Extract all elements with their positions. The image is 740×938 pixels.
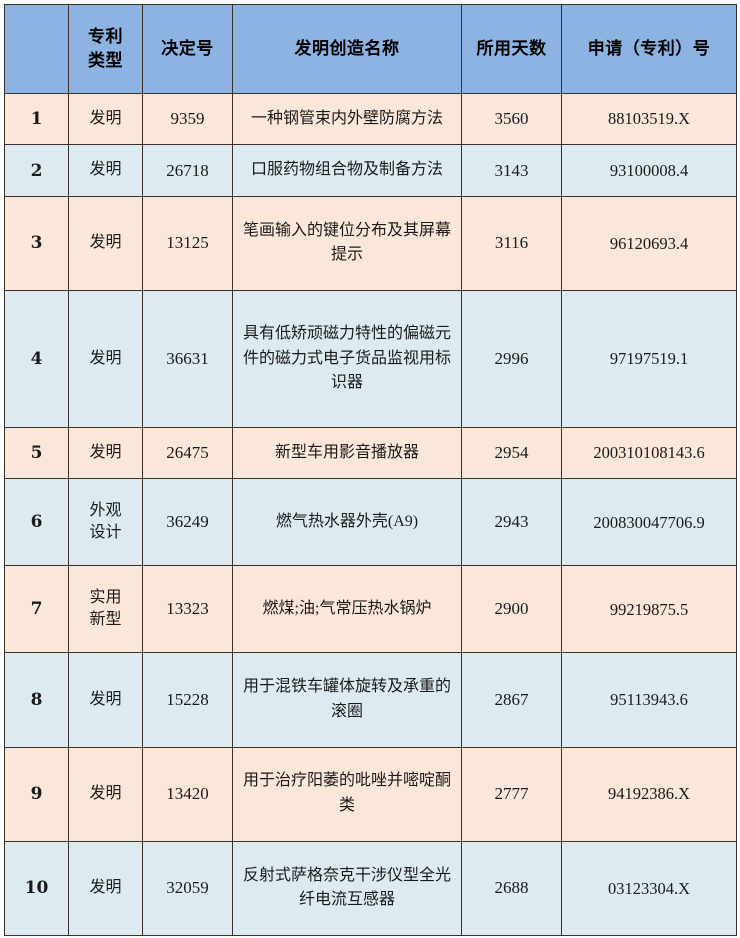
cell-patent-type-line2: 新型 [89, 611, 122, 629]
table-row: 4 发明 36631 具有低矫顽磁力特性的偏磁元件的磁力式电子货品监视用标识器 … [4, 290, 737, 428]
cell-days: 3143 [461, 144, 562, 197]
cell-patent-type-line2: 设计 [89, 524, 122, 542]
cell-patent-type: 发明 [68, 426, 143, 480]
cell-patent-type-line1: 发明 [89, 234, 122, 252]
cell-days: 2777 [461, 746, 562, 842]
cell-title: 用于混铁车罐体旋转及承重的滚圈 [232, 652, 462, 748]
cell-patent-type-line1: 发明 [89, 879, 122, 897]
column-header-index [4, 4, 69, 94]
cell-patent-type: 实用 新型 [68, 565, 143, 654]
cell-days: 2943 [461, 478, 562, 567]
cell-index: 7 [4, 565, 69, 654]
cell-patent-type-line1: 发明 [89, 690, 122, 708]
cell-patent-type: 发明 [68, 195, 143, 292]
cell-title: 笔画输入的键位分布及其屏幕提示 [232, 195, 462, 292]
cell-days: 2996 [461, 290, 562, 428]
cell-patent-type-line1: 发明 [89, 161, 122, 179]
table-row: 6 外观 设计 36249 燃气热水器外壳(A9) 2943 200830047… [4, 478, 737, 567]
cell-days: 2688 [461, 840, 562, 937]
cell-decision-no: 13420 [142, 746, 233, 842]
column-header-patent-type-line1: 专利 [88, 26, 123, 47]
cell-patent-type: 发明 [68, 840, 143, 937]
cell-application-no: 99219875.5 [561, 565, 737, 654]
table-row: 5 发明 26475 新型车用影音播放器 2954 200310108143.6 [4, 426, 737, 480]
cell-patent-type-line1: 发明 [89, 109, 122, 127]
cell-application-no: 96120693.4 [561, 195, 737, 292]
cell-patent-type: 发明 [68, 746, 143, 842]
cell-decision-no: 13125 [142, 195, 233, 292]
column-header-application-no: 申请（专利）号 [561, 4, 737, 94]
table-row: 7 实用 新型 13323 燃煤;油;气常压热水锅炉 2900 99219875… [4, 565, 737, 654]
table-row: 2 发明 26718 口服药物组合物及制备方法 3143 93100008.4 [4, 144, 737, 197]
cell-application-no: 94192386.X [561, 746, 737, 842]
cell-application-no: 200310108143.6 [561, 426, 737, 480]
cell-title: 新型车用影音播放器 [232, 426, 462, 480]
column-header-days: 所用天数 [461, 4, 562, 94]
cell-decision-no: 36249 [142, 478, 233, 567]
cell-patent-type-line1: 发明 [89, 443, 122, 461]
column-header-decision-no: 决定号 [142, 4, 233, 94]
cell-application-no: 95113943.6 [561, 652, 737, 748]
patent-decision-table: 专利 类型 决定号 发明创造名称 所用天数 申请（专利）号 1 发明 9359 … [4, 4, 737, 937]
table-header: 专利 类型 决定号 发明创造名称 所用天数 申请（专利）号 [4, 4, 737, 94]
cell-application-no: 03123304.X [561, 840, 737, 937]
cell-index: 5 [4, 426, 69, 480]
cell-index: 10 [4, 840, 69, 937]
cell-patent-type-line1: 发明 [89, 784, 122, 802]
cell-patent-type: 发明 [68, 652, 143, 748]
table-row: 9 发明 13420 用于治疗阳萎的吡唑并嘧啶酮类 2777 94192386.… [4, 746, 737, 842]
cell-application-no: 93100008.4 [561, 144, 737, 197]
cell-title: 一种钢管束内外壁防腐方法 [232, 92, 462, 146]
cell-title: 燃煤;油;气常压热水锅炉 [232, 565, 462, 654]
cell-title: 用于治疗阳萎的吡唑并嘧啶酮类 [232, 746, 462, 842]
cell-decision-no: 9359 [142, 92, 233, 146]
cell-title: 具有低矫顽磁力特性的偏磁元件的磁力式电子货品监视用标识器 [232, 290, 462, 428]
cell-patent-type: 外观 设计 [68, 478, 143, 567]
cell-title: 反射式萨格奈克干涉仪型全光纤电流互感器 [232, 840, 462, 937]
cell-index: 4 [4, 290, 69, 428]
cell-decision-no: 15228 [142, 652, 233, 748]
cell-index: 6 [4, 478, 69, 567]
cell-title: 燃气热水器外壳(A9) [232, 478, 462, 567]
cell-application-no: 88103519.X [561, 92, 737, 146]
table-row: 3 发明 13125 笔画输入的键位分布及其屏幕提示 3116 96120693… [4, 195, 737, 292]
cell-days: 2900 [461, 565, 562, 654]
cell-days: 2954 [461, 426, 562, 480]
cell-application-no: 200830047706.9 [561, 478, 737, 567]
cell-decision-no: 36631 [142, 290, 233, 428]
cell-decision-no: 26718 [142, 144, 233, 197]
header-row: 专利 类型 决定号 发明创造名称 所用天数 申请（专利）号 [4, 4, 737, 94]
cell-days: 3560 [461, 92, 562, 146]
cell-patent-type: 发明 [68, 144, 143, 197]
cell-patent-type: 发明 [68, 290, 143, 428]
cell-decision-no: 13323 [142, 565, 233, 654]
table-row: 1 发明 9359 一种钢管束内外壁防腐方法 3560 88103519.X [4, 92, 737, 146]
cell-patent-type-line1: 实用 [89, 588, 122, 606]
cell-patent-type-line1: 外观 [89, 501, 122, 519]
cell-patent-type-line1: 发明 [89, 349, 122, 367]
cell-days: 3116 [461, 195, 562, 292]
cell-index: 3 [4, 195, 69, 292]
cell-decision-no: 32059 [142, 840, 233, 937]
column-header-patent-type-line2: 类型 [88, 51, 123, 71]
table-body: 1 发明 9359 一种钢管束内外壁防腐方法 3560 88103519.X 2… [4, 92, 737, 937]
cell-days: 2867 [461, 652, 562, 748]
cell-title: 口服药物组合物及制备方法 [232, 144, 462, 197]
cell-index: 8 [4, 652, 69, 748]
cell-patent-type: 发明 [68, 92, 143, 146]
cell-index: 2 [4, 144, 69, 197]
cell-index: 1 [4, 92, 69, 146]
column-header-patent-type: 专利 类型 [68, 4, 143, 94]
column-header-title: 发明创造名称 [232, 4, 462, 94]
table-row: 8 发明 15228 用于混铁车罐体旋转及承重的滚圈 2867 95113943… [4, 652, 737, 748]
cell-index: 9 [4, 746, 69, 842]
cell-application-no: 97197519.1 [561, 290, 737, 428]
cell-decision-no: 26475 [142, 426, 233, 480]
table-row: 10 发明 32059 反射式萨格奈克干涉仪型全光纤电流互感器 2688 031… [4, 840, 737, 937]
